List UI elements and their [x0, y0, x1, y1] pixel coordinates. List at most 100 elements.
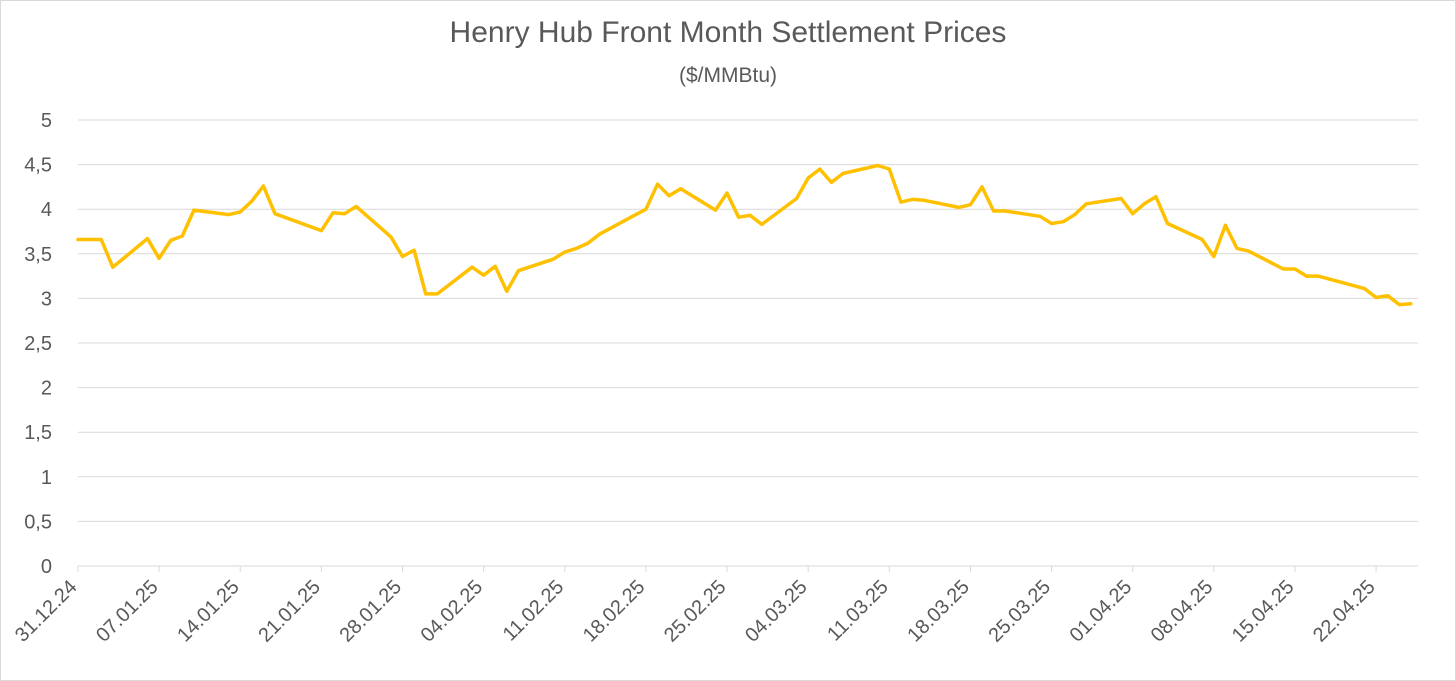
data-point — [1409, 302, 1413, 306]
data-point — [899, 200, 903, 204]
data-point — [667, 194, 671, 198]
data-point — [493, 264, 497, 268]
data-point — [1165, 221, 1170, 226]
data-point — [389, 235, 393, 239]
data-point — [331, 211, 335, 215]
y-tick-label: 2,5 — [24, 333, 52, 355]
data-point — [1316, 274, 1320, 278]
data-point — [1200, 237, 1204, 242]
data-point — [887, 167, 891, 171]
y-tick-label: 4 — [41, 199, 52, 221]
data-point — [1084, 202, 1088, 206]
data-point — [760, 222, 764, 226]
data-point — [655, 182, 660, 186]
data-point — [1304, 274, 1309, 278]
data-point — [551, 257, 555, 261]
data-point — [1293, 267, 1297, 271]
data-point — [818, 167, 822, 171]
data-point — [1386, 294, 1390, 298]
data-point — [1223, 223, 1227, 227]
data-point — [1362, 287, 1367, 291]
data-point — [574, 246, 579, 250]
data-point — [1281, 267, 1285, 271]
x-tick-label: 25.03.25 — [984, 576, 1055, 647]
data-point — [841, 171, 845, 176]
data-point — [424, 292, 428, 296]
data-point — [1397, 303, 1401, 307]
data-point — [192, 208, 196, 212]
data-point — [563, 250, 567, 254]
x-tick-label: 22.04.25 — [1309, 576, 1380, 647]
data-point — [829, 180, 834, 184]
data-point — [1003, 209, 1007, 213]
data-point — [76, 237, 80, 242]
data-point — [516, 269, 521, 273]
data-point — [1073, 213, 1077, 217]
data-point — [169, 238, 173, 242]
data-point — [876, 163, 880, 168]
x-tick-label: 18.03.25 — [903, 576, 974, 647]
data-point — [586, 241, 590, 245]
data-point — [1131, 212, 1135, 216]
y-tick-label: 2 — [41, 378, 52, 400]
data-point — [910, 197, 915, 201]
data-point — [238, 210, 242, 214]
data-point — [319, 229, 323, 233]
x-tick-label: 31.12.24 — [11, 576, 82, 647]
data-point — [737, 215, 741, 219]
data-point — [261, 184, 265, 188]
data-point — [1038, 214, 1042, 218]
y-tick-label: 0 — [41, 556, 52, 578]
data-point — [992, 209, 996, 213]
chart-subtitle: ($/MMBtu) — [678, 64, 777, 87]
x-tick-label: 07.01.25 — [92, 576, 163, 647]
data-point — [679, 187, 683, 191]
series-line — [76, 163, 1413, 307]
data-point — [806, 176, 810, 180]
y-axis-ticks: 0 0,5 1 1,5 2 2,5 3 3,5 4 4,5 5 — [24, 110, 52, 578]
data-point — [968, 203, 973, 207]
data-point — [795, 196, 799, 201]
y-tick-label: 3,5 — [24, 244, 52, 266]
x-tick-label: 08.04.25 — [1147, 576, 1218, 647]
chart-title: Henry Hub Front Month Settlement Prices — [449, 16, 1007, 49]
data-point — [1212, 254, 1216, 259]
data-point — [725, 191, 729, 195]
gridlines — [78, 119, 1418, 567]
x-tick-label: 04.02.25 — [417, 576, 488, 647]
data-point — [435, 292, 439, 296]
x-axis-ticks: 31.12.24 07.01.25 14.01.25 21.01.25 28.01.25… — [11, 566, 1380, 647]
x-tick-label: 15.04.25 — [1228, 576, 1299, 647]
x-tick-label: 01.04.25 — [1066, 576, 1137, 647]
data-point — [180, 234, 184, 238]
data-point — [1050, 221, 1054, 226]
x-tick-label: 21.01.25 — [254, 576, 325, 647]
data-point — [400, 254, 405, 259]
data-point — [354, 204, 358, 209]
x-tick-label: 11.02.25 — [499, 576, 569, 646]
data-point — [1374, 295, 1378, 300]
x-tick-label: 25.02.25 — [660, 576, 731, 647]
data-point — [412, 248, 416, 252]
data-point — [713, 208, 718, 212]
data-point — [482, 273, 486, 277]
data-point — [644, 207, 648, 211]
y-tick-label: 4,5 — [24, 155, 52, 177]
data-point — [748, 213, 752, 217]
x-tick-label: 28.01.25 — [335, 576, 406, 647]
data-point — [505, 289, 509, 293]
data-point — [1235, 246, 1239, 250]
data-point — [1247, 249, 1251, 253]
data-point — [343, 212, 347, 216]
data-point — [1142, 202, 1146, 206]
data-point — [1154, 195, 1158, 199]
data-point — [957, 205, 961, 209]
data-point — [99, 237, 103, 242]
data-point — [250, 199, 254, 203]
data-point — [470, 265, 474, 269]
data-point — [157, 256, 161, 260]
y-tick-label: 1,5 — [24, 422, 52, 444]
y-tick-label: 1 — [41, 467, 52, 489]
data-point — [980, 185, 984, 189]
